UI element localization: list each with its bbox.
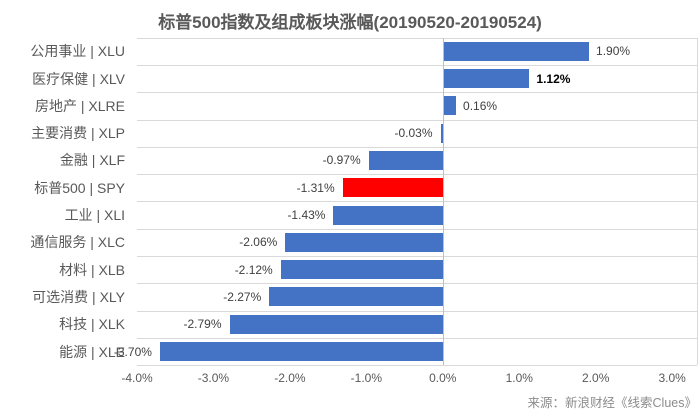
category-label: 科技 | XLK xyxy=(59,316,125,333)
category-label: 金融 | XLF xyxy=(59,152,125,169)
x-axis-tick-label: -3.0% xyxy=(197,371,230,385)
value-label: -2.12% xyxy=(234,262,273,277)
x-axis-tick-label: -1.0% xyxy=(350,371,383,385)
gridline xyxy=(137,201,697,203)
value-label: -0.03% xyxy=(394,126,433,141)
value-label: -2.06% xyxy=(239,235,278,250)
x-axis-tick-label: 0.0% xyxy=(429,371,457,385)
gridline xyxy=(137,283,697,285)
bar-series xyxy=(368,150,443,170)
value-label: 0.16% xyxy=(463,98,498,113)
category-label: 公用事业 | XLU xyxy=(30,43,125,60)
bar-series xyxy=(229,314,443,334)
gridline xyxy=(137,174,697,176)
zero-axis-line xyxy=(442,37,444,366)
value-label: 1.90% xyxy=(596,44,631,59)
value-label: 1.12% xyxy=(536,71,571,86)
value-label: -1.43% xyxy=(287,208,326,223)
category-label: 标普500 | SPY xyxy=(34,179,125,196)
bar-highlight xyxy=(342,178,443,198)
plot-right-border xyxy=(697,37,698,366)
value-label: -1.31% xyxy=(296,180,335,195)
category-label: 可选消费 | XLY xyxy=(32,288,125,305)
category-label: 工业 | XLI xyxy=(64,207,125,224)
gridline xyxy=(137,37,697,39)
bar-series xyxy=(269,287,443,307)
bar-series xyxy=(443,69,530,89)
bar-series xyxy=(333,205,443,225)
chart-title: 标普500指数及组成板块涨幅(20190520-20190524) xyxy=(158,13,542,32)
value-label: -3.70% xyxy=(113,344,152,359)
gridline xyxy=(137,228,697,230)
category-label: 能源 | XLE xyxy=(59,343,125,360)
x-axis-tick-label: 2.0% xyxy=(582,371,610,385)
value-label: -0.97% xyxy=(322,153,361,168)
x-axis-tick-label: 3.0% xyxy=(658,371,686,385)
gridline xyxy=(137,256,697,257)
category-label: 主要消费 | XLP xyxy=(31,125,125,142)
category-label: 材料 | XLB xyxy=(59,261,125,278)
bar-series xyxy=(440,123,443,143)
gridline xyxy=(137,310,697,312)
source-caption: 来源：新浪财经《线索Clues》 xyxy=(527,396,697,410)
x-axis-tick-label: 1.0% xyxy=(505,371,533,385)
category-label: 房地产 | XLRE xyxy=(35,97,125,114)
gridline xyxy=(137,64,697,66)
bar-series xyxy=(285,232,443,252)
bar-series xyxy=(159,342,443,362)
gridline xyxy=(137,337,697,339)
bar-series xyxy=(443,96,457,116)
gridline xyxy=(137,119,697,121)
value-label: -2.79% xyxy=(183,317,222,332)
bar-series xyxy=(280,260,443,280)
value-label: -2.27% xyxy=(223,289,262,304)
gridline xyxy=(137,92,697,94)
bar-series xyxy=(443,41,590,61)
gridline xyxy=(137,146,697,148)
category-label: 通信服务 | XLC xyxy=(30,234,125,251)
category-label: 医疗保健 | XLV xyxy=(32,70,125,87)
gridline xyxy=(137,365,697,367)
x-axis-tick-label: -2.0% xyxy=(274,371,306,385)
x-axis-tick-label: -4.0% xyxy=(121,371,153,385)
